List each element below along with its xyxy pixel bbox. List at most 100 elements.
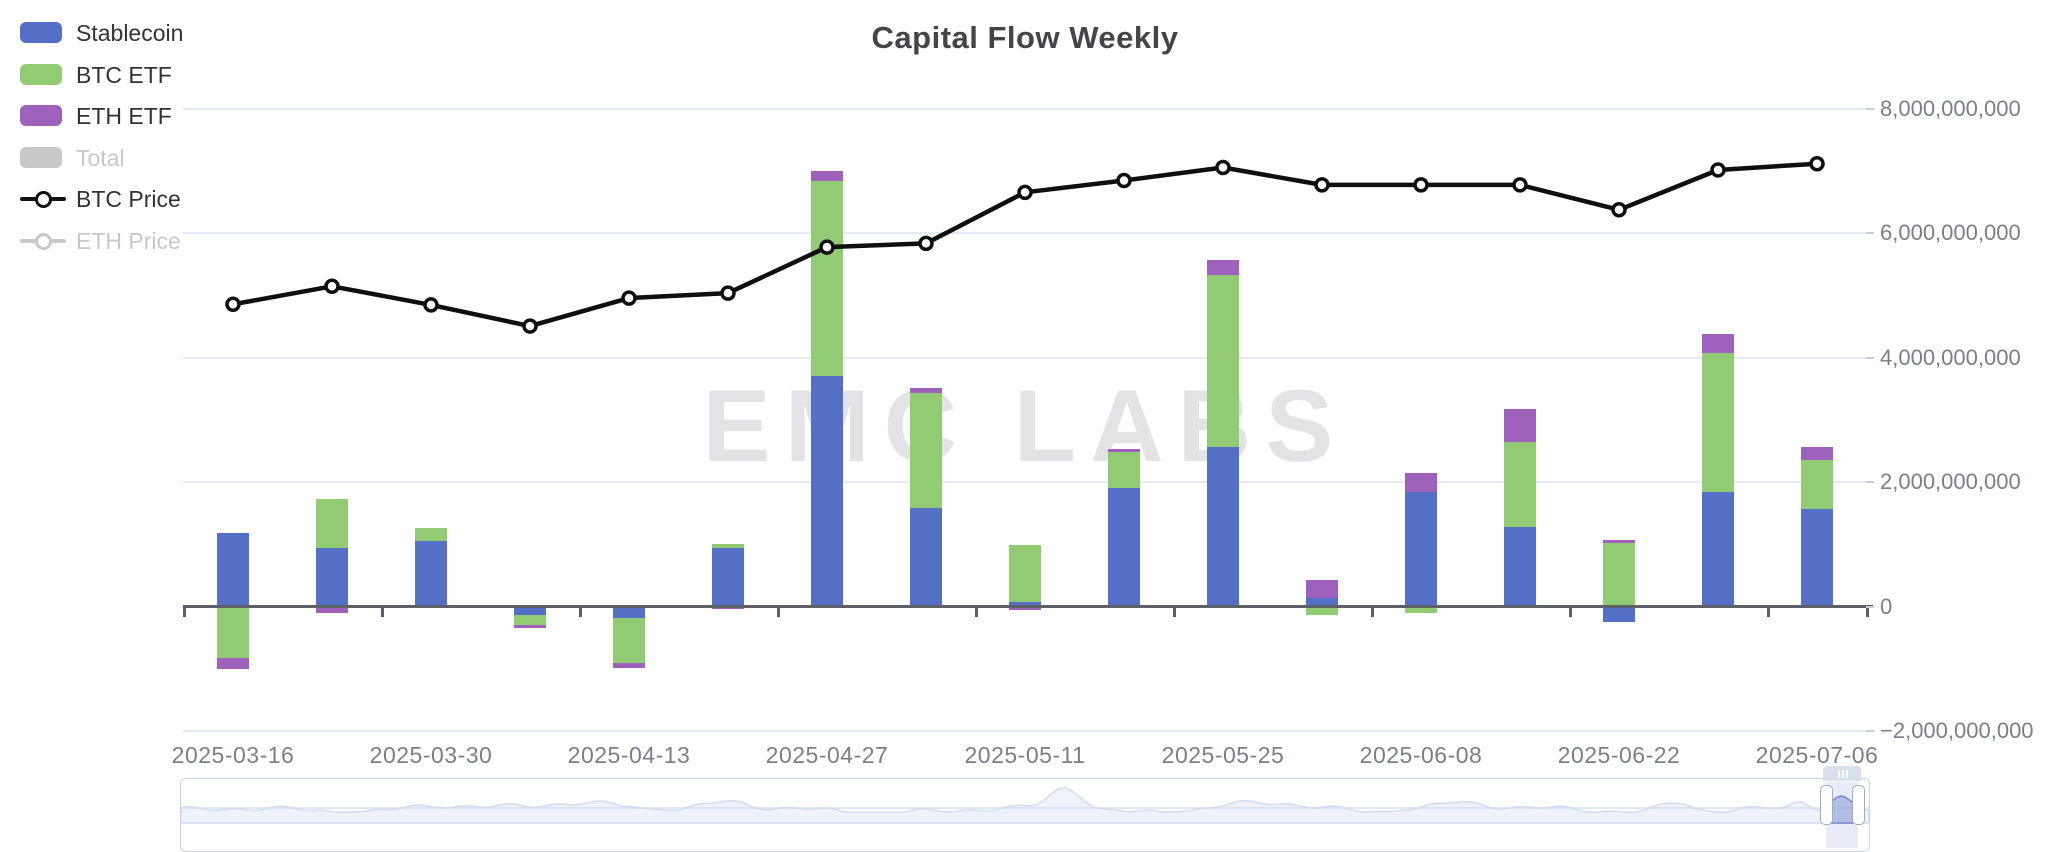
x-axis-line xyxy=(183,605,1873,608)
btc-price-point[interactable] xyxy=(1809,155,1825,172)
bar-segment-btc-etf[interactable] xyxy=(1702,352,1734,493)
legend-item-btc-etf[interactable]: BTC ETF xyxy=(20,62,240,90)
btc-price-point[interactable] xyxy=(522,318,538,334)
datazoom-move-handle[interactable] xyxy=(1823,766,1861,781)
bar-segment-eth-etf[interactable] xyxy=(811,171,843,182)
x-axis-tick xyxy=(380,608,384,617)
btc-price-point[interactable] xyxy=(621,290,637,306)
bar-segment-stablecoin[interactable] xyxy=(1108,488,1140,607)
btc-price-point[interactable] xyxy=(1314,177,1330,193)
bar-segment-btc-etf[interactable] xyxy=(811,181,843,377)
watermark: EMC LABS xyxy=(702,369,1348,483)
bar-segment-btc-etf[interactable] xyxy=(1306,606,1338,616)
bar-segment-stablecoin[interactable] xyxy=(811,376,843,607)
legend-item-eth-price[interactable]: ETH Price xyxy=(20,228,240,256)
gridline xyxy=(183,481,1867,484)
bar-segment-stablecoin[interactable] xyxy=(415,541,447,607)
bar-segment-eth-etf[interactable] xyxy=(1801,446,1833,461)
bar-segment-btc-etf[interactable] xyxy=(1801,460,1833,509)
bar-segment-stablecoin[interactable] xyxy=(1504,526,1536,607)
bar-segment-btc-etf[interactable] xyxy=(415,527,447,542)
x-axis-tick xyxy=(776,608,780,617)
legend-item-eth-etf[interactable]: ETH ETF xyxy=(20,103,240,131)
btc-price-point[interactable] xyxy=(225,296,241,313)
btc-price-point[interactable] xyxy=(1710,162,1726,178)
bar-segment-btc-etf[interactable] xyxy=(1207,275,1239,447)
bar-segment-stablecoin[interactable] xyxy=(1207,446,1239,607)
bar-segment-eth-etf[interactable] xyxy=(1207,259,1239,276)
bar-segment-stablecoin[interactable] xyxy=(1603,606,1635,622)
legend-swatch-icon xyxy=(20,146,62,168)
btc-price-point[interactable] xyxy=(1611,202,1627,218)
bar-segment-stablecoin[interactable] xyxy=(316,547,348,607)
bar-segment-btc-etf[interactable] xyxy=(514,614,546,626)
btc-price-point[interactable] xyxy=(423,297,439,313)
bar-segment-eth-etf[interactable] xyxy=(1702,333,1734,353)
btc-price-point[interactable] xyxy=(1215,159,1231,176)
datazoom-left-handle[interactable] xyxy=(1820,785,1833,825)
bar-segment-stablecoin[interactable] xyxy=(1702,492,1734,607)
bar-segment-btc-etf[interactable] xyxy=(217,606,249,658)
bar-segment-btc-etf[interactable] xyxy=(910,393,942,509)
btc-price-point[interactable] xyxy=(1413,177,1429,193)
y-axis-label: 4,000,000,000 xyxy=(1880,344,2021,370)
legend-item-btc-price[interactable]: BTC Price xyxy=(20,186,240,214)
bar-segment-stablecoin[interactable] xyxy=(613,606,645,619)
legend-swatch-icon xyxy=(20,105,62,126)
x-axis-tick xyxy=(1865,608,1869,617)
x-axis-label: 2025-03-30 xyxy=(369,742,493,768)
btc-price-point[interactable] xyxy=(1116,172,1132,189)
datazoom-right-handle[interactable] xyxy=(1852,785,1865,825)
bar-segment-btc-etf[interactable] xyxy=(1108,452,1140,489)
gridline xyxy=(183,232,1867,235)
bar-segment-eth-etf[interactable] xyxy=(1009,606,1041,610)
bar-segment-stablecoin[interactable] xyxy=(217,532,249,607)
legend-label: Stablecoin xyxy=(76,20,184,46)
btc-price-point[interactable] xyxy=(720,285,736,301)
datazoom-slider[interactable] xyxy=(180,766,1870,852)
bar-segment-eth-etf[interactable] xyxy=(1306,580,1338,598)
bar-segment-stablecoin[interactable] xyxy=(1405,491,1437,607)
bar-segment-btc-etf[interactable] xyxy=(316,498,348,548)
bar-segment-btc-etf[interactable] xyxy=(1504,442,1536,527)
datazoom-baseline xyxy=(181,807,1869,809)
bar-segment-eth-etf[interactable] xyxy=(1504,408,1536,443)
bar-segment-btc-etf[interactable] xyxy=(1405,606,1437,613)
legend-label: Total xyxy=(76,144,125,171)
bar-segment-stablecoin[interactable] xyxy=(1801,508,1833,607)
bar-segment-stablecoin[interactable] xyxy=(1009,602,1041,607)
x-axis-tick xyxy=(974,608,978,617)
x-axis-label: 2025-06-08 xyxy=(1359,742,1483,768)
bar-segment-eth-etf[interactable] xyxy=(316,606,348,614)
bar-segment-eth-etf[interactable] xyxy=(1603,540,1635,543)
x-axis-tick xyxy=(1766,608,1770,617)
legend-item-total[interactable]: Total xyxy=(20,145,240,173)
bar-segment-btc-etf[interactable] xyxy=(1603,542,1635,607)
btc-price-point[interactable] xyxy=(324,278,340,295)
bar-segment-btc-etf[interactable] xyxy=(712,544,744,548)
bar-segment-eth-etf[interactable] xyxy=(514,625,546,629)
y-axis-label: −2,000,000,000 xyxy=(1880,718,2034,743)
btc-price-point[interactable] xyxy=(1017,184,1033,201)
btc-price-point[interactable] xyxy=(1512,177,1528,193)
bar-segment-stablecoin[interactable] xyxy=(1306,597,1338,607)
x-axis-tick xyxy=(1172,608,1176,617)
bar-segment-btc-etf[interactable] xyxy=(613,618,645,664)
y-axis-tick xyxy=(1866,730,1874,732)
bar-segment-stablecoin[interactable] xyxy=(514,606,546,615)
bar-segment-eth-etf[interactable] xyxy=(613,663,645,669)
bar-segment-eth-etf[interactable] xyxy=(910,388,942,394)
legend-item-stablecoin[interactable]: Stablecoin xyxy=(20,20,240,48)
bar-segment-eth-etf[interactable] xyxy=(1108,448,1140,453)
btc-price-point[interactable] xyxy=(918,235,934,252)
gridline xyxy=(183,108,1867,110)
btc-price-polyline xyxy=(232,161,1818,329)
bar-segment-btc-etf[interactable] xyxy=(1009,545,1041,603)
bar-segment-stablecoin[interactable] xyxy=(910,508,942,607)
bar-segment-stablecoin[interactable] xyxy=(712,547,744,607)
bar-segment-eth-etf[interactable] xyxy=(1405,472,1437,492)
sparkline-path xyxy=(1826,795,1858,824)
bar-segment-eth-etf[interactable] xyxy=(217,657,249,670)
legend-line-marker-icon xyxy=(35,191,52,208)
